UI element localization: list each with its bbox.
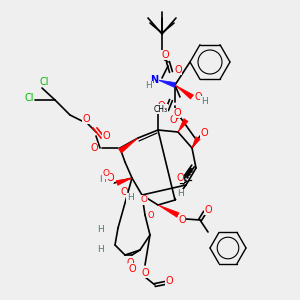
- Text: O: O: [161, 50, 169, 60]
- Text: O: O: [174, 65, 182, 75]
- Text: O: O: [120, 187, 128, 197]
- Text: Cl: Cl: [24, 93, 34, 103]
- Text: O: O: [178, 215, 186, 225]
- Text: O: O: [103, 169, 110, 178]
- Text: H: H: [127, 194, 134, 202]
- Polygon shape: [192, 137, 200, 148]
- Text: H: H: [97, 226, 104, 235]
- Text: O: O: [194, 92, 202, 102]
- Polygon shape: [116, 178, 132, 185]
- Polygon shape: [175, 85, 194, 99]
- Text: N: N: [150, 75, 158, 85]
- Text: Cl: Cl: [39, 77, 49, 87]
- Text: O: O: [140, 196, 148, 205]
- Text: H: H: [98, 245, 104, 254]
- Text: H: H: [99, 176, 105, 184]
- Text: O: O: [165, 276, 173, 286]
- Polygon shape: [178, 118, 188, 132]
- Text: CH₃: CH₃: [154, 104, 168, 113]
- Polygon shape: [158, 80, 176, 87]
- Text: O: O: [148, 211, 154, 220]
- Text: O: O: [102, 131, 110, 141]
- Text: O: O: [141, 268, 149, 278]
- Text: H: H: [146, 82, 152, 91]
- Text: O: O: [157, 101, 165, 111]
- Text: O: O: [176, 173, 184, 183]
- Text: O: O: [129, 263, 136, 274]
- Text: O: O: [200, 128, 208, 138]
- Text: O: O: [106, 173, 114, 183]
- Polygon shape: [118, 138, 138, 153]
- Text: O: O: [126, 258, 134, 268]
- Polygon shape: [158, 205, 179, 217]
- Text: O: O: [90, 143, 98, 153]
- Text: O: O: [204, 205, 212, 215]
- Text: O: O: [173, 108, 181, 118]
- Text: O: O: [82, 114, 90, 124]
- Text: O: O: [169, 115, 177, 125]
- Text: H: H: [201, 97, 207, 106]
- Text: H: H: [177, 190, 183, 199]
